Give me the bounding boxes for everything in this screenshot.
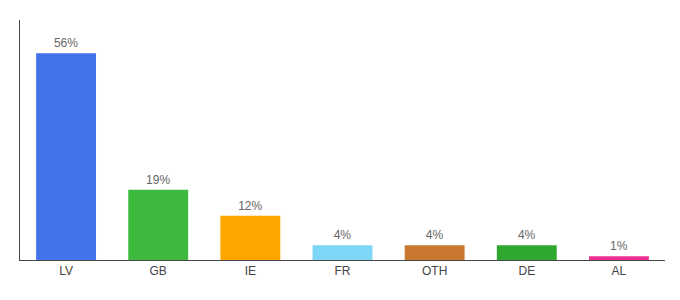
svg-text:56%: 56% bbox=[54, 36, 78, 50]
svg-text:4%: 4% bbox=[334, 228, 352, 242]
svg-text:4%: 4% bbox=[426, 228, 444, 242]
svg-text:1%: 1% bbox=[610, 239, 628, 253]
svg-text:OTH: OTH bbox=[422, 264, 447, 278]
svg-text:GB: GB bbox=[150, 264, 167, 278]
svg-text:FR: FR bbox=[335, 264, 351, 278]
svg-text:19%: 19% bbox=[146, 173, 170, 187]
svg-text:12%: 12% bbox=[238, 199, 262, 213]
svg-text:LV: LV bbox=[59, 264, 73, 278]
svg-text:AL: AL bbox=[612, 264, 627, 278]
svg-text:4%: 4% bbox=[518, 228, 536, 242]
svg-text:IE: IE bbox=[245, 264, 256, 278]
svg-text:DE: DE bbox=[518, 264, 535, 278]
